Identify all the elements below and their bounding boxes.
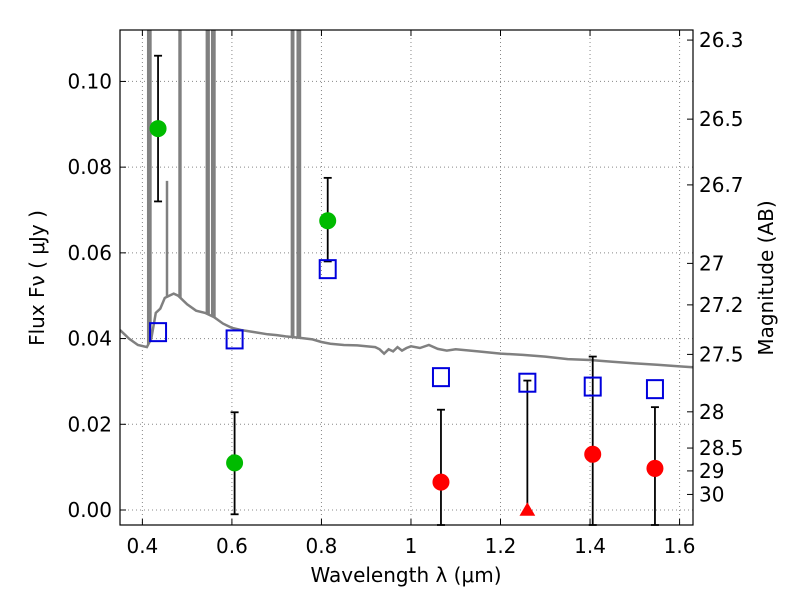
- y2-tick-label: 27.5: [699, 342, 744, 366]
- plot-frame: [119, 29, 694, 526]
- y-axis: 0.00 0.02 0.04 0.06 0.08 0.10: [67, 69, 126, 522]
- data-point: [432, 473, 450, 491]
- y2-tick-label: 30: [699, 482, 724, 506]
- model-photometry-point: [318, 259, 337, 280]
- y2-tick-label: 26.5: [699, 107, 744, 131]
- sed-continuum: [120, 292, 693, 369]
- x-axis: 0.4 0.6 0.8 1 1.2 1.4 1.6: [126, 30, 695, 558]
- y-tick-label: 0.00: [67, 498, 112, 522]
- y2-axis-label: Magnitude (AB): [754, 200, 778, 355]
- y2-tick-label: 28.5: [699, 436, 744, 460]
- y2-tick-label: 29: [699, 459, 724, 483]
- data-point: [319, 212, 337, 230]
- y-axis-label: Flux Fν ( μJy ): [25, 210, 49, 346]
- model-photometry-point: [149, 322, 168, 343]
- y-tick-label: 0.02: [67, 412, 112, 436]
- sed-model-line: [120, 30, 693, 369]
- x-tick-label: 0.8: [306, 534, 338, 558]
- x-tick-label: 1.6: [664, 534, 696, 558]
- grid: [120, 30, 693, 525]
- data-point: [226, 454, 244, 472]
- data-point: [584, 445, 602, 463]
- y2-tick-label: 26.7: [699, 173, 744, 197]
- x-tick-label: 0.6: [216, 534, 248, 558]
- y2-tick-label: 27.2: [699, 293, 744, 317]
- y-tick-label: 0.06: [67, 241, 112, 265]
- x-axis-label: Wavelength λ (μm): [310, 563, 501, 587]
- model-photometry-point: [518, 372, 537, 393]
- x-tick-label: 1.2: [485, 534, 517, 558]
- model-photometry-point: [431, 367, 450, 388]
- y2-tick-label: 28: [699, 400, 724, 424]
- markers: [149, 120, 664, 516]
- x-tick-label: 1.4: [574, 534, 606, 558]
- sed-spectrum: [120, 30, 693, 369]
- y-tick-label: 0.08: [67, 155, 112, 179]
- x-tick-label: 0.4: [126, 534, 158, 558]
- y2-tick-label: 27: [699, 251, 724, 275]
- model-photometry-point: [645, 379, 664, 400]
- upper-limit-point: [519, 502, 536, 516]
- y2-tick-label: 26.3: [699, 28, 744, 52]
- data-point: [149, 120, 167, 138]
- data-point: [646, 459, 664, 477]
- y-tick-label: 0.10: [67, 69, 112, 93]
- model-photometry-point: [583, 376, 602, 397]
- model-photometry-point: [225, 329, 244, 350]
- y-tick-label: 0.04: [67, 327, 112, 351]
- x-tick-label: 1: [405, 534, 418, 558]
